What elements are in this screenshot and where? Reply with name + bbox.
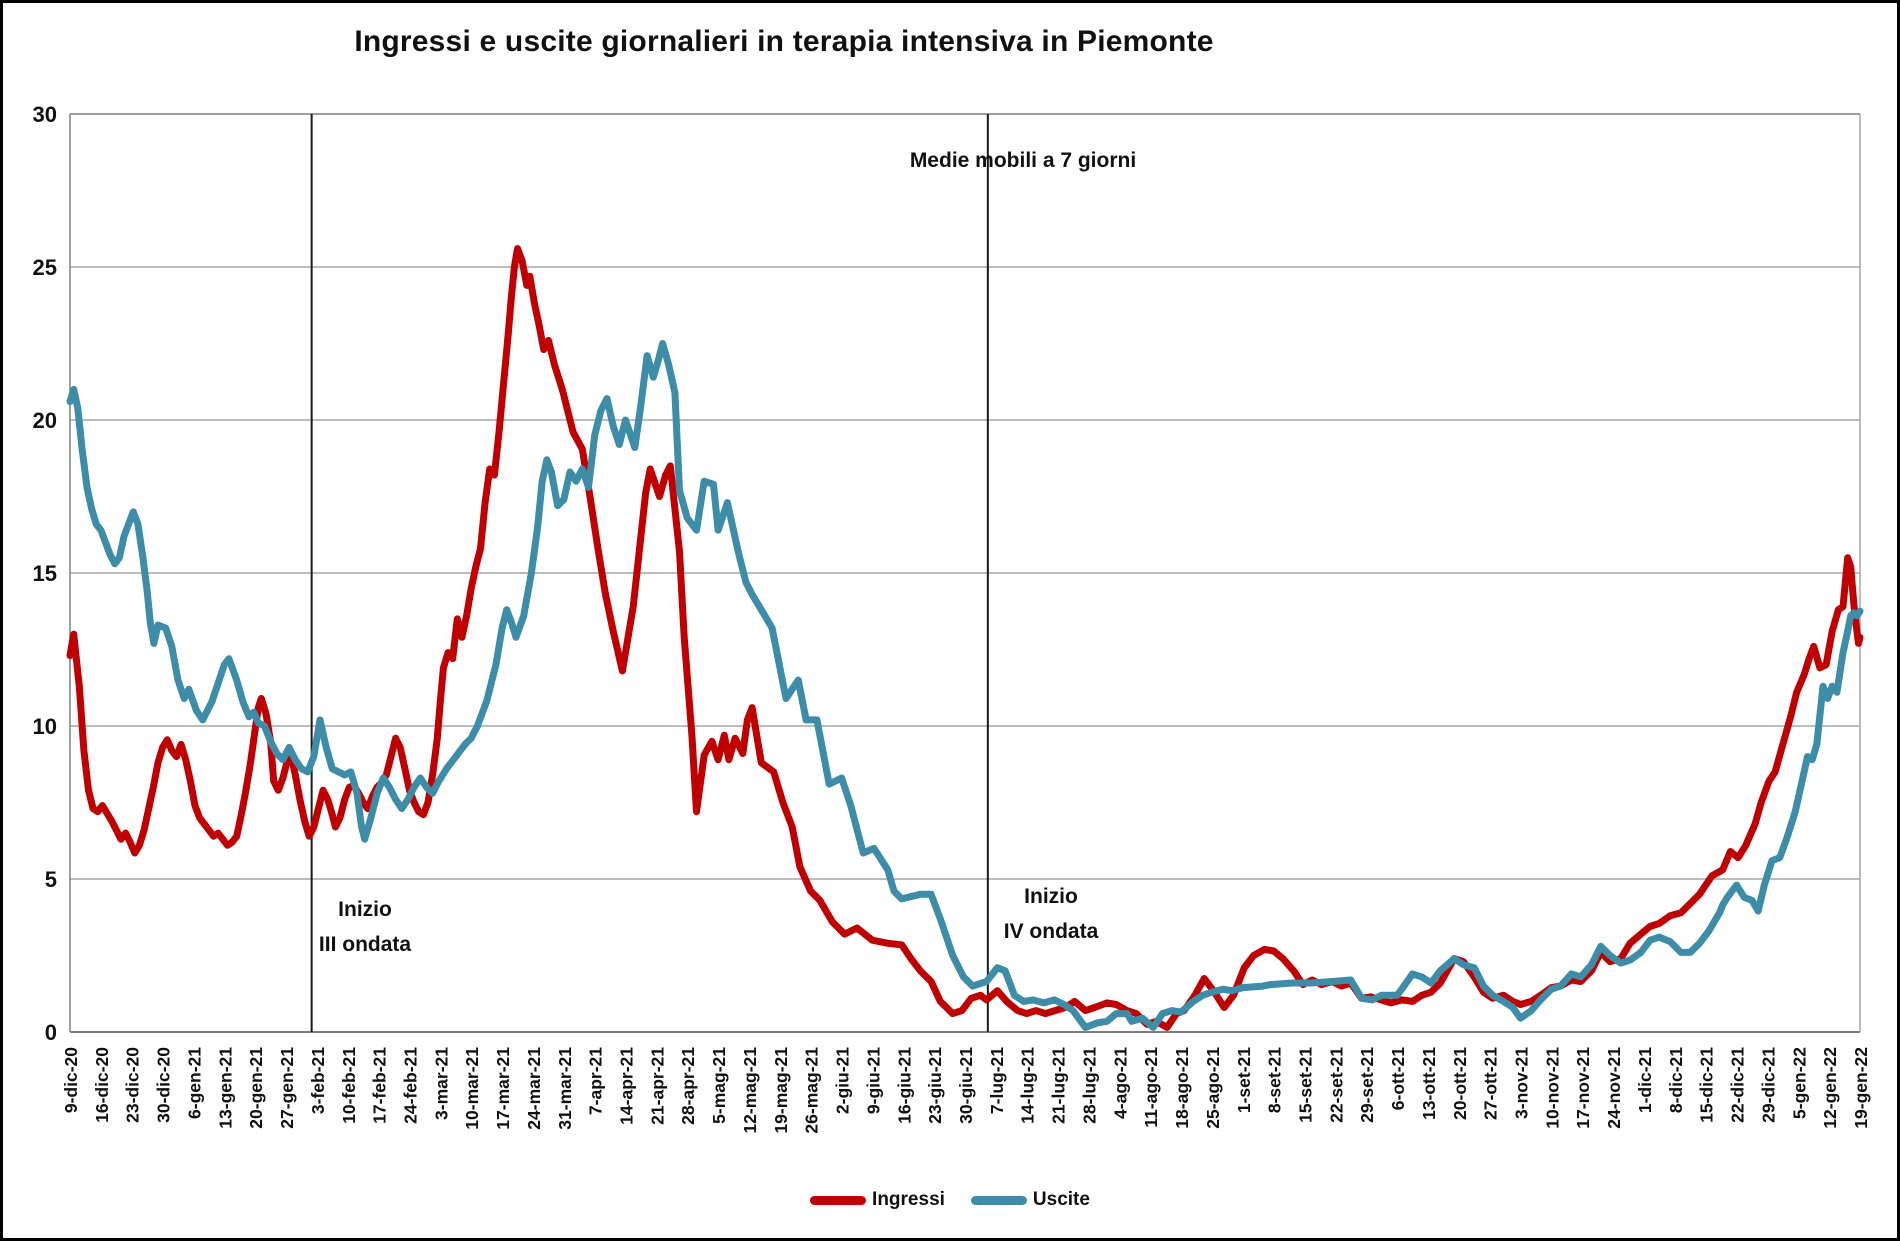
x-axis-label: 2-giu-21 — [833, 1047, 853, 1114]
x-axis-label: 13-ott-21 — [1419, 1047, 1439, 1120]
moving-average-annotation: Medie mobili a 7 giorni — [909, 149, 1137, 172]
x-axis-label: 17-feb-21 — [370, 1047, 390, 1124]
x-axis-label: 16-dic-20 — [92, 1047, 112, 1123]
x-axis-label: 14-apr-21 — [617, 1047, 637, 1125]
legend-item-ingressi: Ingressi — [810, 1189, 945, 1211]
legend-label-uscite: Uscite — [1032, 1189, 1090, 1210]
x-axis-label: 4-ago-21 — [1110, 1047, 1130, 1119]
x-axis-label: 17-nov-21 — [1573, 1047, 1593, 1129]
legend-label-ingressi: Ingressi — [872, 1189, 945, 1210]
uscite-line-swatch — [970, 1195, 1027, 1205]
x-axis-label: 31-mar-21 — [555, 1047, 575, 1130]
x-axis-label: 15-set-21 — [1295, 1047, 1315, 1123]
y-axis-label: 25 — [33, 255, 57, 280]
x-axis-label: 29-dic-21 — [1758, 1047, 1778, 1123]
x-axis-label: 3-nov-21 — [1512, 1047, 1532, 1119]
legend-item-uscite: Uscite — [970, 1189, 1090, 1211]
wave4-annotation-line1: Inizio — [1024, 885, 1078, 908]
x-axis-label: 7-lug-21 — [987, 1047, 1007, 1114]
x-axis-label: 30-dic-20 — [154, 1047, 174, 1123]
x-axis-label: 9-dic-20 — [61, 1047, 81, 1113]
x-axis-label: 24-mar-21 — [524, 1047, 544, 1130]
x-axis-label: 30-giu-21 — [956, 1047, 976, 1124]
x-axis-label: 15-dic-21 — [1697, 1047, 1717, 1123]
x-axis-label: 7-apr-21 — [586, 1047, 606, 1115]
y-axis-label: 30 — [33, 102, 57, 127]
y-axis-label: 0 — [45, 1020, 57, 1045]
wave4-annotation: Inizio IV ondata — [1004, 879, 1099, 949]
y-axis-label: 10 — [33, 714, 57, 739]
x-axis-label: 6-ott-21 — [1388, 1047, 1408, 1110]
x-axis-label: 3-mar-21 — [431, 1047, 451, 1120]
x-axis-label: 3-feb-21 — [308, 1047, 328, 1114]
chart-legend: Ingressi Uscite — [3, 1189, 1897, 1211]
y-axis-label: 15 — [33, 561, 57, 586]
wave4-annotation-line2: IV ondata — [1003, 920, 1099, 943]
wave3-annotation: Inizio III ondata — [319, 892, 411, 962]
x-axis-label: 17-mar-21 — [493, 1047, 513, 1130]
x-axis-label: 13-gen-21 — [215, 1047, 235, 1129]
x-axis-label: 12-mag-21 — [740, 1047, 760, 1134]
series-line-ingressi — [66, 245, 1864, 1031]
x-axis-label: 1-dic-21 — [1635, 1047, 1655, 1113]
series-line-uscite — [66, 340, 1864, 1031]
x-axis-label: 5-gen-22 — [1789, 1047, 1809, 1119]
x-axis-label: 25-ago-21 — [1203, 1047, 1223, 1129]
ingressi-line-swatch — [810, 1195, 867, 1205]
x-axis-label: 24-nov-21 — [1604, 1047, 1624, 1129]
x-axis-label: 19-gen-22 — [1851, 1047, 1871, 1129]
x-axis-label: 10-mar-21 — [462, 1047, 482, 1130]
x-axis-label: 8-set-21 — [1265, 1047, 1285, 1113]
x-axis-label: 23-dic-20 — [123, 1047, 143, 1123]
x-axis-label: 22-set-21 — [1326, 1047, 1346, 1123]
x-axis-label: 5-mag-21 — [709, 1047, 729, 1124]
x-axis-label: 22-dic-21 — [1728, 1047, 1748, 1123]
x-axis-label: 1-set-21 — [1234, 1047, 1254, 1113]
x-axis-label: 21-apr-21 — [647, 1047, 667, 1125]
x-axis-label: 29-set-21 — [1357, 1047, 1377, 1123]
x-axis-label: 20-gen-21 — [246, 1047, 266, 1129]
x-axis-label: 10-feb-21 — [339, 1047, 359, 1124]
chart-canvas: 0 5 10 15 20 25 30 9-dic-20 16-dic-20 23-dic-20 30… — [33, 102, 1871, 1134]
x-axis-label: 27-gen-21 — [277, 1047, 297, 1129]
y-axis-label: 5 — [45, 867, 57, 892]
x-axis-label: 23-giu-21 — [925, 1047, 945, 1124]
x-axis-label: 20-ott-21 — [1450, 1047, 1470, 1120]
wave3-annotation-line1: Inizio — [338, 898, 392, 921]
x-axis-label: 10-nov-21 — [1542, 1047, 1562, 1129]
x-axis-label: 26-mag-21 — [802, 1047, 822, 1134]
x-axis-label: 14-lug-21 — [1018, 1047, 1038, 1124]
wave3-annotation-line2: III ondata — [318, 933, 412, 956]
x-axis-label: 19-mag-21 — [771, 1047, 791, 1134]
x-axis-label: 8-dic-21 — [1666, 1047, 1686, 1113]
chart-title: Ingressi e uscite giornalieri in terapia… — [354, 25, 1214, 58]
x-axis-label: 9-giu-21 — [863, 1047, 883, 1114]
x-axis-label: 16-giu-21 — [894, 1047, 914, 1124]
x-axis-label: 11-ago-21 — [1141, 1047, 1161, 1128]
x-axis-label: 18-ago-21 — [1172, 1047, 1192, 1129]
x-axis-label: 12-gen-22 — [1820, 1047, 1840, 1129]
x-axis-label: 27-ott-21 — [1481, 1047, 1501, 1120]
x-axis-label: 6-gen-21 — [184, 1047, 204, 1119]
x-axis-label: 24-feb-21 — [400, 1047, 420, 1124]
x-axis-label: 21-lug-21 — [1049, 1047, 1069, 1124]
y-axis-label: 20 — [33, 408, 57, 433]
x-axis-label: 28-apr-21 — [678, 1047, 698, 1125]
x-axis-label: 28-lug-21 — [1079, 1047, 1099, 1124]
